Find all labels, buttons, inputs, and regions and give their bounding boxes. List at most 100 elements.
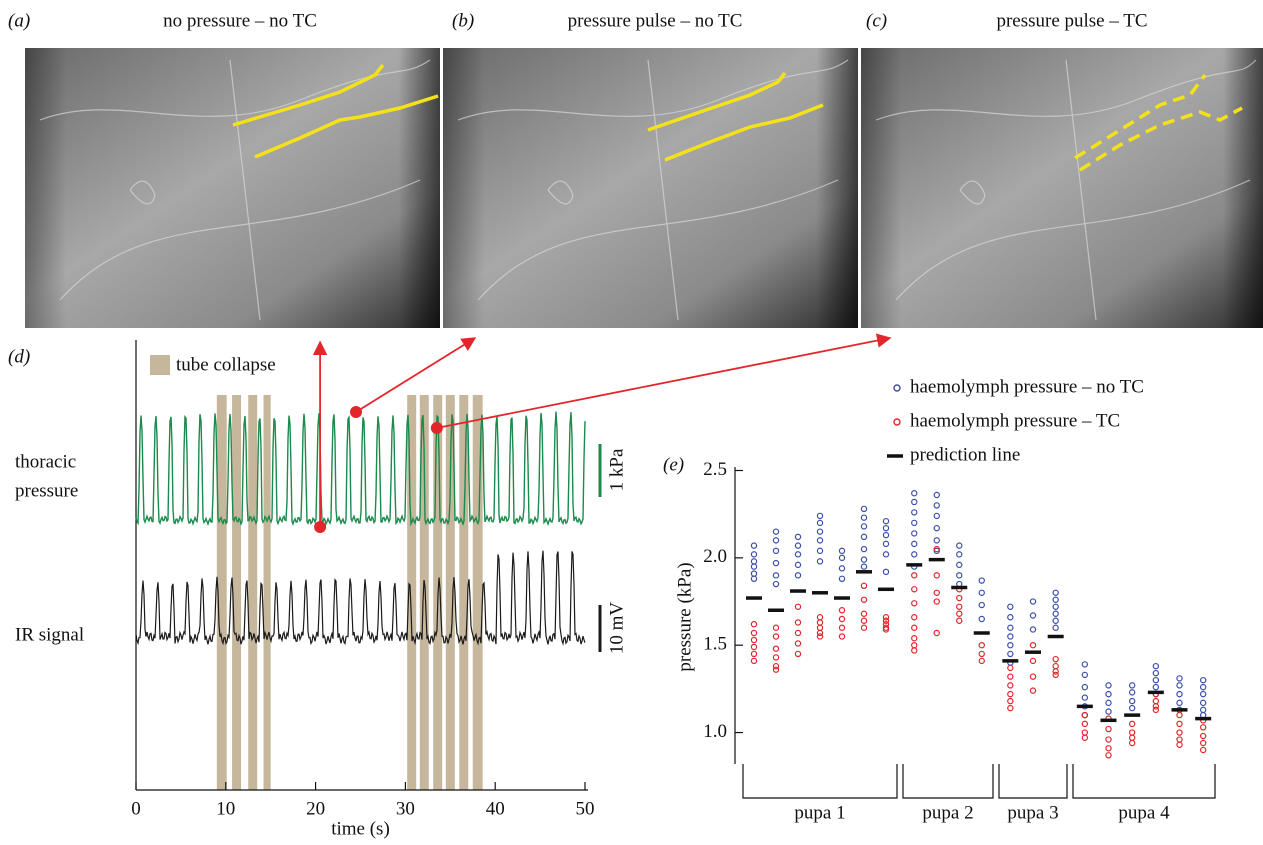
no-tc-point [911, 540, 918, 548]
tc-point [1152, 697, 1160, 705]
tc-point [911, 586, 918, 593]
tc-point [956, 610, 963, 617]
group-bracket [998, 764, 1068, 799]
arrow [355, 337, 477, 413]
no-tc-point [1105, 682, 1112, 689]
tc-point [750, 657, 758, 665]
tc-point [911, 642, 918, 649]
tc-point [1052, 671, 1059, 679]
no-tc-point [956, 551, 963, 558]
no-tc-point [1052, 603, 1059, 610]
no-tc-point [1029, 598, 1037, 605]
no-tc-point [1105, 708, 1112, 715]
tc-point [911, 614, 918, 621]
no-tc-point [1052, 610, 1059, 617]
group-label: pupa 3 [1007, 802, 1058, 823]
panel-heads: (a) no pressure – no TC (b) pressure pul… [8, 10, 1148, 31]
tc-point [1029, 673, 1037, 680]
tube-collapse-band [232, 395, 242, 790]
tc-point [1176, 720, 1183, 728]
group-bracket [1072, 764, 1216, 799]
frame-marker [350, 406, 363, 418]
no-tc-point [750, 558, 758, 565]
panel-label: (c) [866, 10, 887, 31]
group-bracket [902, 764, 994, 799]
tc-point [911, 624, 918, 631]
no-tc-point [911, 519, 918, 527]
no-tc-point [860, 505, 868, 513]
no-tc-point [1176, 690, 1183, 698]
micrograph-shade [443, 48, 858, 328]
x-tick-label: 30 [396, 798, 415, 819]
tc-point [956, 603, 963, 610]
no-tc-point [956, 542, 963, 549]
no-tc-point [772, 528, 780, 535]
tc-point [978, 650, 985, 658]
no-tc-point [1007, 603, 1014, 610]
legend-label: haemolymph pressure – no TC [910, 376, 1144, 397]
tc-point [860, 610, 868, 617]
legend-label: tube collapse [176, 354, 276, 375]
no-tc-point [838, 575, 846, 583]
no-tc-point [750, 563, 758, 570]
legend-marker [893, 384, 901, 392]
tc-point [1128, 720, 1136, 728]
no-tc-point [911, 509, 918, 516]
tc-point [911, 600, 918, 607]
tc-point [1128, 739, 1136, 747]
no-tc-point [933, 502, 940, 509]
no-tc-point [1105, 690, 1112, 698]
tc-point [772, 654, 780, 661]
tc-point [933, 545, 940, 553]
tc-point [860, 617, 868, 624]
no-tc-point [882, 551, 890, 558]
tc-point [1128, 729, 1136, 736]
no-tc-point [911, 490, 918, 497]
tc-point [750, 650, 758, 658]
group-label: pupa 2 [922, 802, 973, 823]
no-tc-point [1128, 704, 1136, 712]
tc-point [794, 640, 802, 647]
no-tc-point [1152, 662, 1160, 670]
no-tc-point [1199, 706, 1207, 714]
tc-point [1007, 704, 1014, 712]
no-tc-point [772, 580, 780, 588]
no-tc-point [1052, 596, 1059, 603]
tc-point [838, 607, 846, 614]
tracheal-outline [232, 63, 1243, 172]
tc-point [1007, 690, 1014, 698]
panel-title: pressure pulse – no TC [568, 10, 743, 31]
tc-point [794, 603, 802, 610]
tube-collapse-band [459, 395, 469, 790]
no-tc-point [882, 540, 890, 548]
micrographs [25, 48, 1263, 328]
trace-label: thoracic [15, 451, 76, 472]
tube-collapse-band [445, 395, 455, 790]
no-tc-point [860, 545, 868, 553]
y-tick-label: 2.5 [703, 459, 727, 480]
no-tc-point [1007, 642, 1014, 649]
y-tick-label: 1.0 [703, 721, 727, 742]
no-tc-point [1176, 682, 1183, 689]
tc-point [1105, 725, 1112, 733]
x-tick-label: 20 [306, 798, 325, 819]
legend-label: prediction line [910, 444, 1020, 465]
tc-point [882, 617, 890, 624]
tc-point [860, 596, 868, 603]
y-tick-label: 1.5 [703, 634, 727, 655]
tc-point [1176, 736, 1183, 743]
no-tc-point [816, 528, 824, 535]
no-tc-point [1007, 614, 1014, 621]
no-tc-point [1081, 683, 1089, 691]
tc-point [772, 662, 780, 670]
legend-marker [893, 418, 901, 426]
no-tc-point [838, 565, 846, 572]
tc-point [1081, 729, 1089, 736]
tc-point [1176, 741, 1183, 748]
scale-label: 10 mV [606, 602, 627, 655]
tc-point [1007, 697, 1014, 705]
arrow [436, 333, 892, 429]
tc-point [838, 615, 846, 623]
